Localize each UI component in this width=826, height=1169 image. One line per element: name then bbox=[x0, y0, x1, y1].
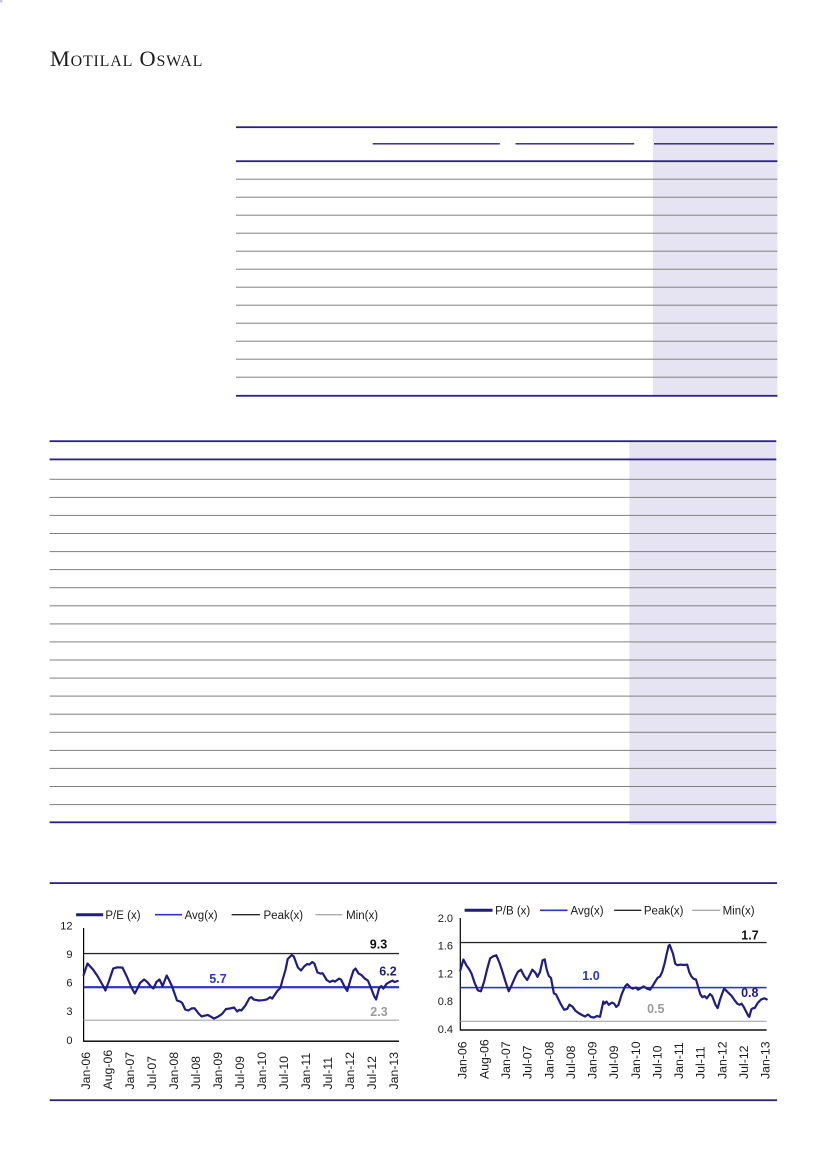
svg-text:Jan-09: Jan-09 bbox=[211, 1052, 225, 1090]
svg-text:Jul-07: Jul-07 bbox=[145, 1056, 159, 1090]
svg-text:Jan-08: Jan-08 bbox=[542, 1041, 556, 1079]
svg-text:Jul-08: Jul-08 bbox=[564, 1045, 578, 1079]
svg-text:Jul-10: Jul-10 bbox=[651, 1045, 665, 1079]
svg-text:2.3: 2.3 bbox=[370, 1005, 387, 1019]
svg-text:1.6: 1.6 bbox=[438, 941, 453, 953]
svg-text:0.8: 0.8 bbox=[438, 996, 453, 1008]
svg-text:Jan-12: Jan-12 bbox=[715, 1041, 729, 1079]
svg-text:Jan-06: Jan-06 bbox=[456, 1041, 470, 1079]
svg-text:0.8: 0.8 bbox=[741, 986, 758, 1000]
svg-text:Jan-07: Jan-07 bbox=[499, 1041, 513, 1079]
svg-text:Avg(x): Avg(x) bbox=[185, 910, 218, 922]
svg-text:Jul-11: Jul-11 bbox=[694, 1046, 708, 1079]
svg-text:Peak(x): Peak(x) bbox=[644, 906, 684, 918]
svg-text:12: 12 bbox=[60, 920, 72, 932]
svg-text:P/B (x): P/B (x) bbox=[495, 906, 530, 918]
svg-text:Jan-11: Jan-11 bbox=[299, 1053, 313, 1090]
svg-text:Jan-13: Jan-13 bbox=[387, 1052, 401, 1090]
svg-text:Avg(x): Avg(x) bbox=[571, 906, 604, 918]
svg-text:Aug-06: Aug-06 bbox=[477, 1039, 491, 1079]
svg-text:Jul-11: Jul-11 bbox=[321, 1057, 335, 1090]
svg-text:Jan-11: Jan-11 bbox=[672, 1042, 686, 1079]
svg-text:Peak(x): Peak(x) bbox=[264, 910, 304, 922]
svg-text:Jul-12: Jul-12 bbox=[365, 1056, 379, 1090]
svg-text:Jul-07: Jul-07 bbox=[521, 1045, 535, 1079]
svg-text:P/E (x): P/E (x) bbox=[105, 910, 140, 922]
svg-text:0.4: 0.4 bbox=[438, 1024, 453, 1036]
svg-text:0: 0 bbox=[66, 1035, 72, 1047]
svg-text:Aug-06: Aug-06 bbox=[101, 1050, 115, 1090]
svg-text:9.3: 9.3 bbox=[370, 938, 387, 952]
svg-text:Jan-08: Jan-08 bbox=[167, 1052, 181, 1090]
svg-text:Jul-09: Jul-09 bbox=[233, 1056, 247, 1090]
svg-text:3: 3 bbox=[66, 1006, 72, 1018]
svg-text:Jan-13: Jan-13 bbox=[759, 1041, 773, 1079]
svg-text:9: 9 bbox=[66, 949, 72, 961]
svg-text:0.5: 0.5 bbox=[647, 1002, 664, 1016]
svg-text:1.7: 1.7 bbox=[741, 929, 758, 943]
svg-text:6: 6 bbox=[66, 978, 72, 990]
svg-text:Jul-12: Jul-12 bbox=[737, 1045, 751, 1079]
svg-text:Jan-06: Jan-06 bbox=[79, 1052, 93, 1090]
svg-text:Jan-10: Jan-10 bbox=[629, 1041, 643, 1079]
svg-text:2.0: 2.0 bbox=[438, 913, 453, 925]
svg-text:Min(x): Min(x) bbox=[346, 910, 378, 922]
svg-text:5.7: 5.7 bbox=[209, 972, 226, 986]
svg-text:6.2: 6.2 bbox=[379, 964, 396, 978]
svg-text:Min(x): Min(x) bbox=[723, 906, 755, 918]
svg-text:Jan-10: Jan-10 bbox=[255, 1052, 269, 1090]
svg-text:Jan-12: Jan-12 bbox=[343, 1052, 357, 1090]
svg-text:Jan-09: Jan-09 bbox=[586, 1041, 600, 1079]
svg-text:Jul-10: Jul-10 bbox=[277, 1056, 291, 1090]
svg-text:Jul-08: Jul-08 bbox=[189, 1056, 203, 1090]
svg-text:Jul-09: Jul-09 bbox=[607, 1045, 621, 1079]
svg-text:1.0: 1.0 bbox=[582, 969, 599, 983]
svg-text:1.2: 1.2 bbox=[438, 969, 453, 981]
svg-text:Jan-07: Jan-07 bbox=[123, 1052, 137, 1090]
